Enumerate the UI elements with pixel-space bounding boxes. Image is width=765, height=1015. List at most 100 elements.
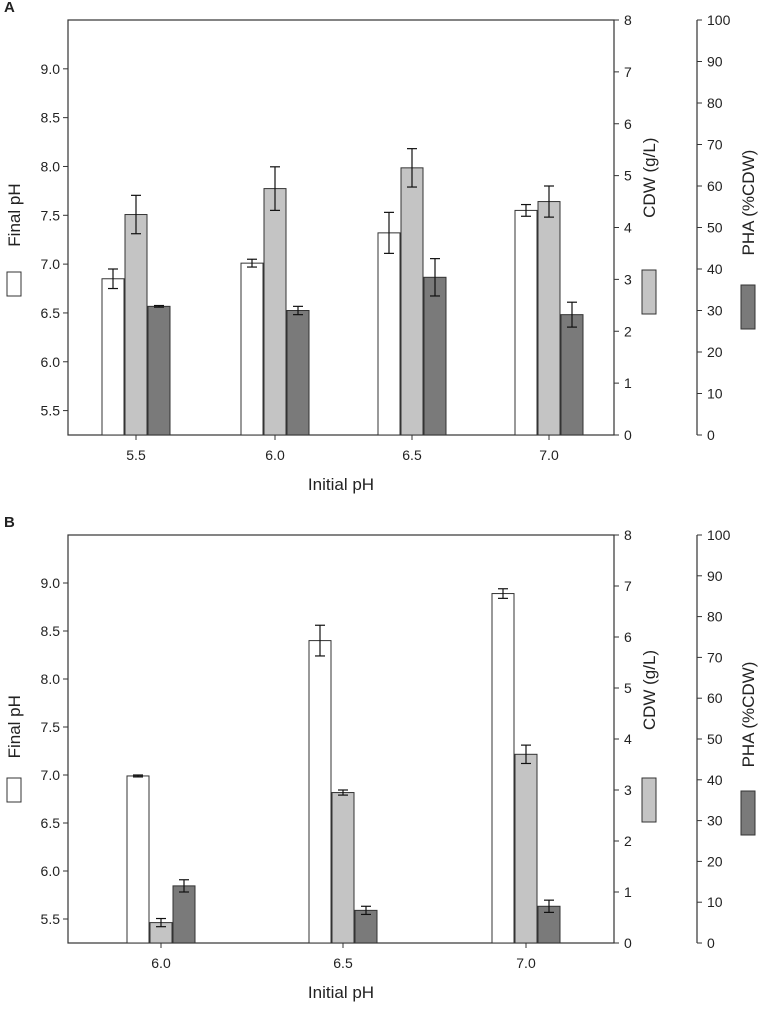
left-tick-label: 9.0 bbox=[41, 575, 61, 591]
legend-final-ph-swatch bbox=[6, 271, 22, 297]
x-tick-label: 6.0 bbox=[151, 955, 171, 971]
bar-pha bbox=[423, 276, 447, 436]
panel-B: B 5.5 6.0 6.5 7.0 7.5 8.0 8.5 9.0 Final pH 0 1 2 3 4 5 6… bbox=[4, 514, 758, 1002]
legend-final-ph-swatch bbox=[6, 777, 22, 803]
bar-pha bbox=[560, 314, 584, 436]
x-tick-label: 7.0 bbox=[516, 955, 536, 971]
panel-A: A 5.5 6.0 6.5 7.0 7.5 8.0 8.5 9.0 Final pH 0 1 2 3 4 5 6… bbox=[4, 0, 758, 494]
left-tick-label: 8.0 bbox=[41, 671, 61, 687]
pha-tick-label: 10 bbox=[707, 386, 723, 402]
pha-tick-label: 90 bbox=[707, 568, 723, 584]
cdw-tick-label: 7 bbox=[624, 578, 632, 594]
left-tick-label: 5.5 bbox=[41, 403, 61, 419]
bar-cdw bbox=[537, 201, 561, 436]
panel-label: B bbox=[4, 514, 15, 531]
bar-final-ph bbox=[101, 278, 125, 436]
pha-tick-label: 30 bbox=[707, 303, 723, 319]
bar-pha bbox=[354, 909, 378, 944]
pha-axis-label: PHA (%CDW) bbox=[739, 150, 758, 256]
cdw-tick-label: 4 bbox=[624, 220, 632, 236]
bar-cdw bbox=[400, 167, 424, 436]
pha-tick-label: 40 bbox=[707, 261, 723, 277]
left-tick-label: 7.5 bbox=[41, 719, 61, 735]
pha-tick-label: 70 bbox=[707, 649, 723, 665]
x-tick-label: 7.0 bbox=[539, 447, 559, 463]
x-tick-label: 6.0 bbox=[265, 447, 285, 463]
bar-final-ph bbox=[126, 775, 150, 944]
pha-tick-label: 0 bbox=[707, 935, 715, 951]
left-tick-label: 8.0 bbox=[41, 158, 61, 174]
bar-final-ph bbox=[308, 640, 332, 944]
cdw-axis-label: CDW (g/L) bbox=[640, 138, 659, 218]
x-tick-label: 6.5 bbox=[402, 447, 422, 463]
cdw-axis-label: CDW (g/L) bbox=[640, 650, 659, 730]
cdw-tick-label: 5 bbox=[624, 168, 632, 184]
left-axis-label: Final pH bbox=[5, 183, 24, 246]
pha-tick-label: 0 bbox=[707, 427, 715, 443]
left-tick-label: 5.5 bbox=[41, 911, 61, 927]
x-tick-label: 5.5 bbox=[126, 447, 146, 463]
pha-tick-label: 60 bbox=[707, 178, 723, 194]
pha-tick-label: 80 bbox=[707, 95, 723, 111]
bar-final-ph bbox=[240, 262, 264, 436]
left-tick-label: 7.5 bbox=[41, 207, 61, 223]
bar-cdw bbox=[514, 753, 538, 944]
pha-tick-label: 10 bbox=[707, 894, 723, 910]
bar-pha bbox=[172, 885, 196, 944]
left-tick-label: 6.5 bbox=[41, 815, 61, 831]
pha-tick-label: 40 bbox=[707, 772, 723, 788]
cdw-tick-label: 1 bbox=[624, 884, 632, 900]
pha-tick-label: 90 bbox=[707, 54, 723, 70]
left-tick-label: 9.0 bbox=[41, 61, 61, 77]
legend-pha-swatch bbox=[740, 790, 756, 836]
cdw-tick-label: 3 bbox=[624, 782, 632, 798]
left-tick-label: 7.0 bbox=[41, 256, 61, 272]
cdw-tick-label: 5 bbox=[624, 680, 632, 696]
pha-tick-label: 20 bbox=[707, 344, 723, 360]
cdw-tick-label: 8 bbox=[624, 527, 632, 543]
legend-cdw-swatch bbox=[641, 777, 657, 823]
bar-pha bbox=[286, 310, 310, 436]
cdw-tick-label: 0 bbox=[624, 427, 632, 443]
pha-tick-label: 50 bbox=[707, 731, 723, 747]
cdw-tick-label: 7 bbox=[624, 64, 632, 80]
left-tick-label: 6.0 bbox=[41, 863, 61, 879]
pha-tick-label: 70 bbox=[707, 137, 723, 153]
cdw-tick-label: 1 bbox=[624, 375, 632, 391]
panel-label: A bbox=[4, 0, 15, 16]
cdw-tick-label: 2 bbox=[624, 323, 632, 339]
left-tick-label: 6.0 bbox=[41, 354, 61, 370]
bar-final-ph bbox=[514, 209, 538, 436]
x-tick-label: 6.5 bbox=[333, 955, 353, 971]
bar-final-ph bbox=[377, 232, 401, 436]
cdw-tick-label: 6 bbox=[624, 116, 632, 132]
pha-tick-label: 20 bbox=[707, 853, 723, 869]
left-tick-label: 6.5 bbox=[41, 305, 61, 321]
pha-axis-label: PHA (%CDW) bbox=[739, 662, 758, 768]
pha-tick-label: 60 bbox=[707, 690, 723, 706]
bar-cdw bbox=[331, 792, 355, 944]
x-axis-label: Initial pH bbox=[308, 983, 374, 1002]
cdw-tick-label: 0 bbox=[624, 935, 632, 951]
pha-tick-label: 100 bbox=[707, 12, 731, 28]
cdw-tick-label: 8 bbox=[624, 12, 632, 28]
left-axis-label: Final pH bbox=[5, 695, 24, 758]
legend-cdw-swatch bbox=[641, 269, 657, 315]
left-tick-label: 8.5 bbox=[41, 110, 61, 126]
cdw-tick-label: 4 bbox=[624, 731, 632, 747]
legend-pha-swatch bbox=[740, 284, 756, 330]
pha-tick-label: 100 bbox=[707, 527, 731, 543]
x-axis-label: Initial pH bbox=[308, 475, 374, 494]
bar-cdw bbox=[124, 214, 148, 436]
pha-tick-label: 80 bbox=[707, 609, 723, 625]
cdw-tick-label: 2 bbox=[624, 833, 632, 849]
bar-cdw bbox=[263, 188, 287, 436]
cdw-tick-label: 3 bbox=[624, 271, 632, 287]
pha-tick-label: 30 bbox=[707, 813, 723, 829]
left-tick-label: 8.5 bbox=[41, 623, 61, 639]
cdw-tick-label: 6 bbox=[624, 629, 632, 645]
pha-tick-label: 50 bbox=[707, 220, 723, 236]
bar-final-ph bbox=[491, 593, 515, 944]
left-tick-label: 7.0 bbox=[41, 767, 61, 783]
